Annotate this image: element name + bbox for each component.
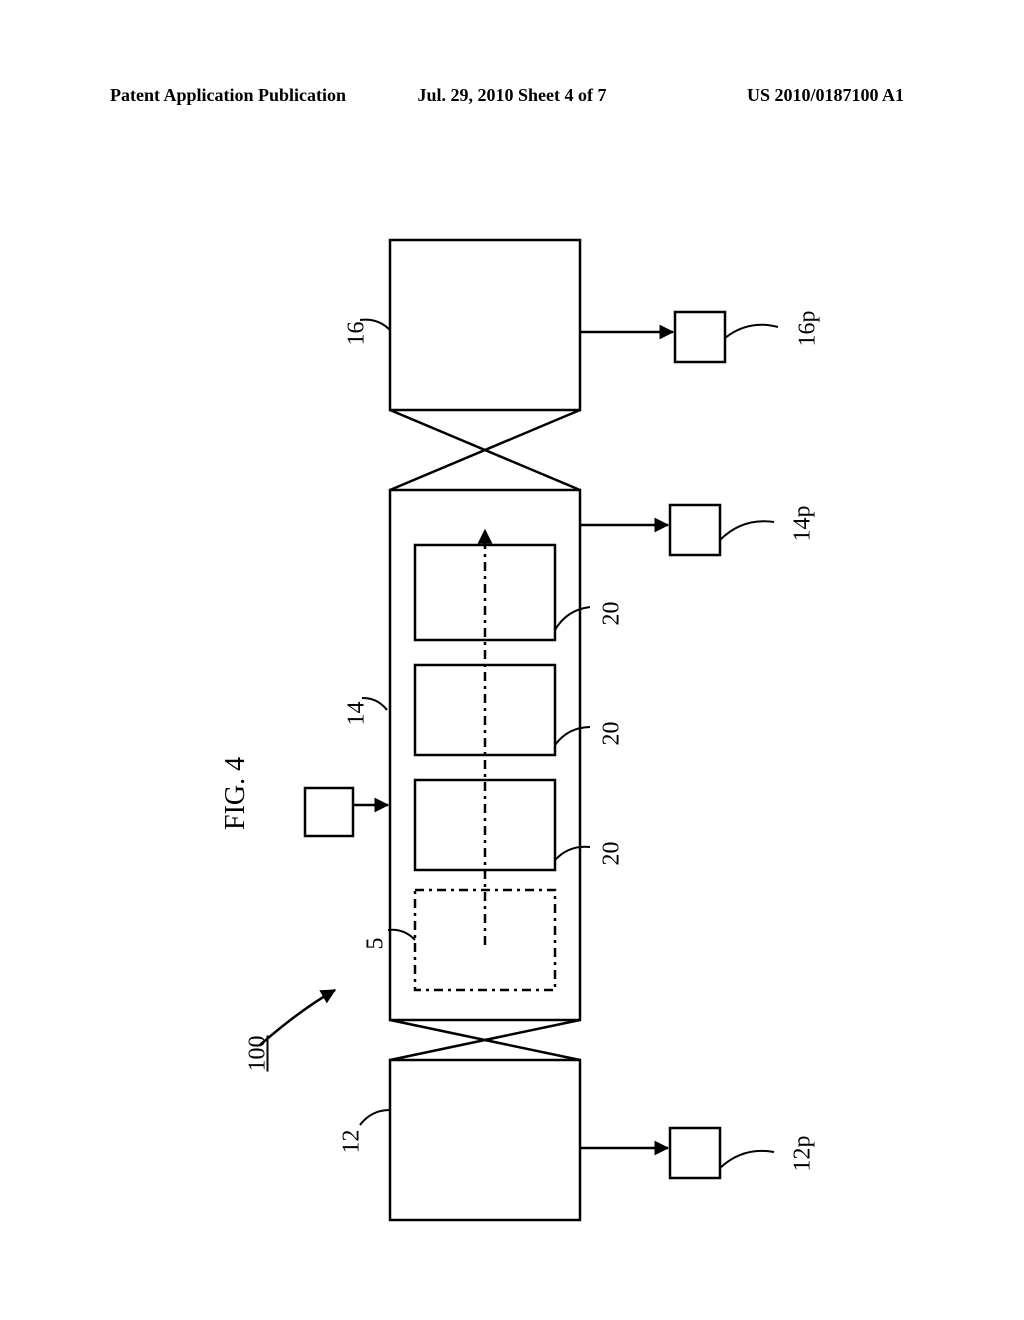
ref-r12p: 12p: [790, 1136, 817, 1172]
ref-r20a: 20: [599, 842, 626, 866]
ref-r5: 5: [363, 938, 390, 950]
header-center: Jul. 29, 2010 Sheet 4 of 7: [418, 85, 607, 106]
ref-r100: 100: [245, 1036, 272, 1072]
ref-r12: 12: [339, 1130, 366, 1154]
ref-r20c: 20: [599, 602, 626, 626]
header-left: Patent Application Publication: [110, 85, 346, 106]
page-header: Patent Application Publication Jul. 29, …: [0, 85, 1024, 106]
ref-r14: 14: [344, 702, 371, 726]
ref-r16: 16: [344, 322, 371, 346]
ref-r16p: 16p: [795, 311, 822, 347]
ref-r14p: 14p: [790, 506, 817, 542]
ref-r20b: 20: [599, 722, 626, 746]
figure-diagram: FIG. 4 1001212p14520202014p1616p: [90, 140, 930, 1260]
header-right: US 2010/0187100 A1: [747, 85, 904, 106]
